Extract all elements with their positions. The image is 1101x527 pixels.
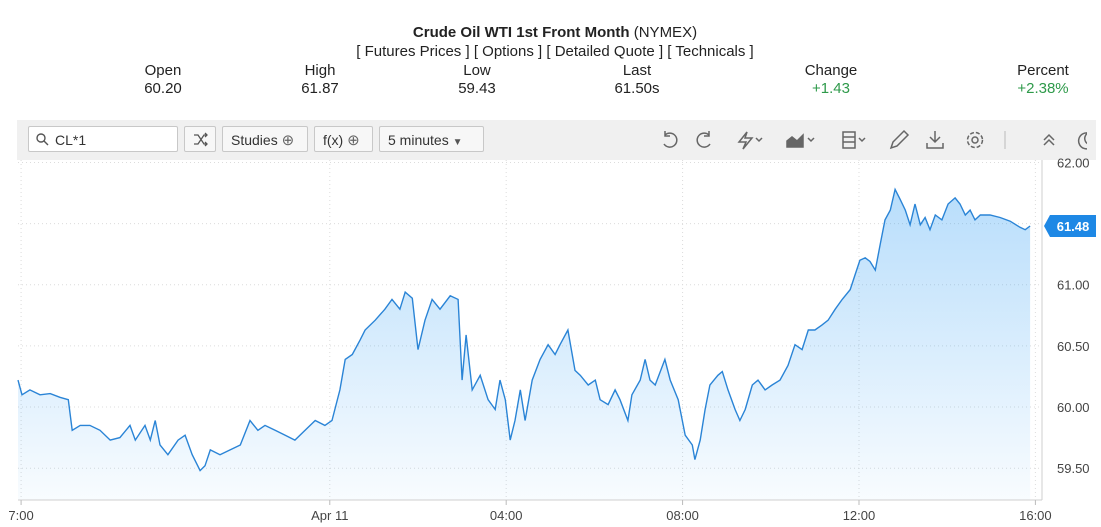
- title: Crude Oil WTI 1st Front Month (NYMEX): [0, 24, 1101, 41]
- studies-button[interactable]: Studies ⊕: [222, 126, 308, 152]
- quote-value: 61.87: [301, 80, 339, 97]
- toolbar-icons: [663, 129, 1087, 150]
- price-line: [17, 187, 1031, 472]
- instrument: Crude Oil WTI 1st Front Month: [412, 24, 630, 41]
- dropdown[interactable]: [807, 137, 815, 143]
- x-tick-label: 16:00: [1019, 508, 1052, 523]
- search-icon: [36, 133, 49, 146]
- x-tick-label: Apr 11: [311, 508, 348, 523]
- quote-label: Last: [622, 62, 652, 79]
- theme-icon[interactable]: [1077, 132, 1087, 150]
- studies-label: Studies: [231, 132, 278, 148]
- interval-button[interactable]: 5 minutes ▼: [379, 126, 484, 152]
- symbol: CL*1: [55, 132, 87, 148]
- quote-value: +1.43: [812, 80, 850, 97]
- price-tag-label: 61.48: [1057, 219, 1090, 234]
- price-tag: [1044, 215, 1096, 238]
- quote-value: 60.20: [144, 80, 182, 97]
- link[interactable]: [ Futures Prices ]: [356, 43, 470, 60]
- quote: Change +1.43: [771, 62, 891, 98]
- quote-value: 61.50s: [614, 80, 660, 97]
- link[interactable]: [ Technicals ]: [667, 43, 754, 60]
- price-area: [18, 189, 1031, 500]
- quote: Low 59.43: [417, 62, 537, 98]
- quote-label: Percent: [1017, 62, 1069, 79]
- quote-label: Open: [144, 62, 182, 79]
- y-tick-label: 60.50: [1057, 339, 1090, 354]
- dropdown[interactable]: [858, 137, 866, 143]
- redo-icon[interactable]: [696, 131, 711, 148]
- y-tick-label: 59.50: [1057, 461, 1090, 476]
- symbol-search[interactable]: CL*1: [28, 126, 178, 152]
- dropdown[interactable]: [755, 137, 763, 143]
- links: [ Futures Prices ] [ Options ] [ Detaile…: [0, 43, 1101, 60]
- x-tick-label: 12:00: [843, 508, 876, 523]
- quote-label: High: [304, 62, 336, 79]
- function-button[interactable]: f(x) ⊕: [314, 126, 373, 152]
- toolbar: CL*1 Studies ⊕ f(x) ⊕ 5 minutes ▼: [17, 120, 1096, 160]
- plot: [17, 187, 1031, 500]
- compare-button[interactable]: [184, 126, 216, 152]
- chart-type-icon[interactable]: [786, 133, 804, 148]
- exchange: (NYMEX): [633, 24, 698, 41]
- x-tick-label: 04:00: [490, 508, 523, 523]
- quote: Open 60.20: [103, 62, 223, 98]
- layout-icon[interactable]: [842, 131, 856, 149]
- quote-label: Change: [804, 62, 858, 79]
- drawing-icon[interactable]: [737, 131, 754, 150]
- pen-icon[interactable]: [889, 129, 910, 150]
- collapse-icon[interactable]: [1043, 133, 1055, 146]
- shuffle-icon: [194, 132, 208, 147]
- download-icon[interactable]: [926, 131, 944, 149]
- settings-icon[interactable]: [971, 136, 979, 144]
- function-label: f(x): [323, 132, 344, 148]
- y-tick-label: 62.00: [1057, 155, 1090, 170]
- quote: High 61.87: [260, 62, 380, 98]
- y-tick-label: 60.00: [1057, 400, 1090, 415]
- undo-icon[interactable]: [663, 131, 678, 148]
- x-tick-label: 7:00: [8, 508, 33, 523]
- y-tick-label: 61.00: [1057, 278, 1090, 293]
- quote: Percent +2.38%: [983, 62, 1101, 98]
- quote-value: 59.43: [458, 80, 496, 97]
- link[interactable]: [ Options ]: [473, 43, 543, 60]
- quote-value: +2.38%: [1017, 80, 1069, 97]
- link[interactable]: [ Detailed Quote ]: [546, 43, 664, 60]
- quote: Last 61.50s: [577, 62, 697, 98]
- quote-label: Low: [463, 62, 491, 79]
- interval-label: 5 minutes: [388, 132, 449, 148]
- x-tick-label: 08:00: [666, 508, 699, 523]
